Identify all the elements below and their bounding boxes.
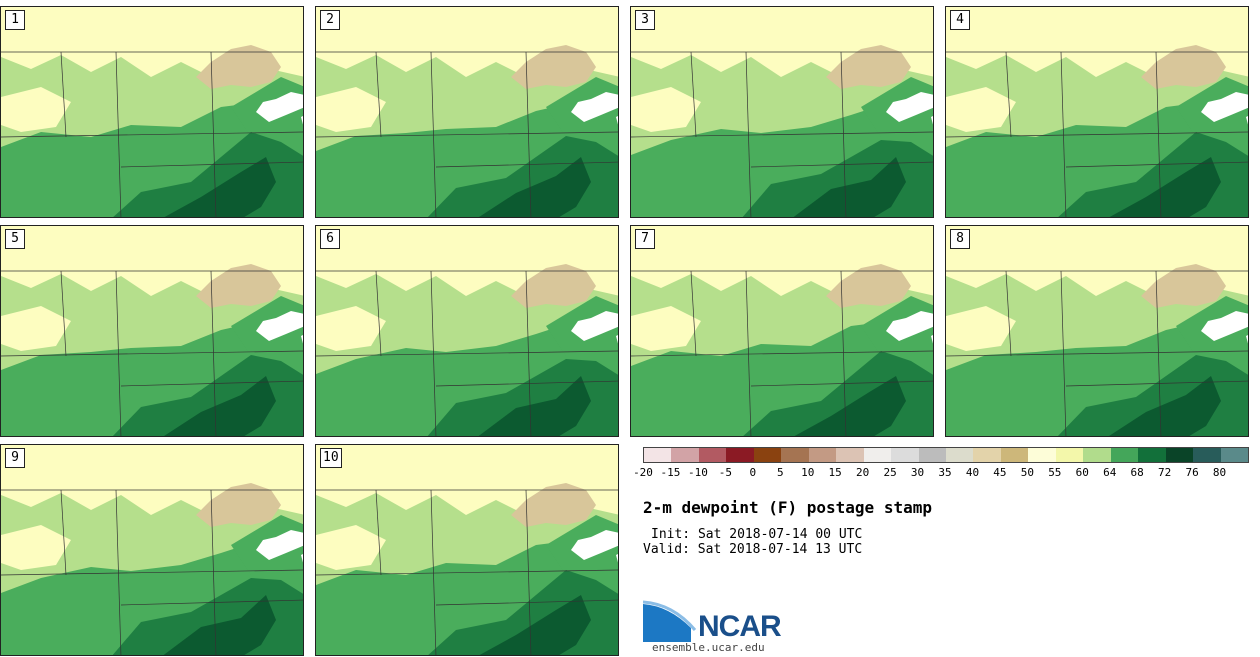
postage-stamp-panel-3: 3 (630, 6, 934, 218)
postage-stamp-panel-4: 4 (945, 6, 1249, 218)
dewpoint-map (316, 226, 618, 436)
colorbar-tick-label: 68 (1130, 466, 1144, 479)
postage-stamp-panel-9: 9 (0, 444, 304, 656)
colorbar-swatch (1138, 448, 1166, 462)
colorbar-swatch (698, 448, 727, 462)
panel-label: 7 (635, 229, 655, 249)
colorbar-swatch (726, 448, 754, 462)
dewpoint-map (316, 445, 618, 655)
colorbar-swatch (863, 448, 892, 462)
colorbar-tick-label: 80 (1212, 466, 1227, 479)
colorbar-swatch (1110, 448, 1139, 462)
colorbar-tick-label: 30 (910, 466, 925, 479)
colorbar-tick-label: 64 (1103, 466, 1117, 479)
colorbar-swatch (918, 448, 946, 462)
colorbar-tick-label: -20 (633, 466, 653, 479)
dewpoint-map (631, 226, 933, 436)
site-url: ensemble.ucar.edu (652, 641, 765, 654)
panel-label: 6 (320, 229, 340, 249)
colorbar-tick-label: 0 (749, 466, 757, 479)
colorbar-tick-label: 45 (993, 466, 1007, 479)
postage-stamp-panel-8: 8 (945, 225, 1249, 437)
dewpoint-map (1, 7, 303, 217)
dewpoint-map (316, 7, 618, 217)
colorbar-tick-label: 40 (965, 466, 980, 479)
colorbar-swatch (1028, 448, 1056, 462)
colorbar-swatch (1220, 448, 1248, 462)
postage-stamp-panel-1: 1 (0, 6, 304, 218)
ncar-logo-icon (643, 600, 697, 642)
dewpoint-map (1, 226, 303, 436)
colorbar-swatch (644, 448, 672, 462)
colorbar-tick-label: 15 (828, 466, 842, 479)
panel-label: 5 (5, 229, 25, 249)
panel-label: 2 (320, 10, 340, 30)
init-time: Init: Sat 2018-07-14 00 UTC (651, 527, 863, 542)
colorbar-ticks: -20 -15 -10 -5 0 5 10 15 20 25 30 35 40 45 50 55 60 64 68 7… (633, 466, 1247, 480)
colorbar-swatch (671, 448, 699, 462)
panel-label: 8 (950, 229, 970, 249)
colorbar-swatch (1055, 448, 1084, 462)
colorbar-tick-label: 76 (1185, 466, 1199, 479)
postage-stamp-panel-7: 7 (630, 225, 934, 437)
colorbar-swatch (1083, 448, 1111, 462)
colorbar-swatch (808, 448, 837, 462)
colorbar-tick-label: 25 (883, 466, 897, 479)
dewpoint-map (1, 445, 303, 655)
colorbar-tick-label: 20 (856, 466, 870, 479)
colorbar-tick-label: 60 (1075, 466, 1089, 479)
colorbar-tick-label: -5 (718, 466, 732, 479)
colorbar-swatch (1000, 448, 1029, 462)
postage-stamp-panel-5: 5 (0, 225, 304, 437)
colorbar (643, 447, 1249, 463)
postage-stamp-panel-10: 10 (315, 444, 619, 656)
panel-label: 4 (950, 10, 970, 30)
colorbar-tick-label: 35 (938, 466, 952, 479)
colorbar-swatch (973, 448, 1001, 462)
colorbar-tick-label: 10 (801, 466, 815, 479)
colorbar-swatch (1193, 448, 1221, 462)
panel-label: 1 (5, 10, 25, 30)
colorbar-tick-label: -15 (660, 466, 681, 479)
colorbar-tick-label: -10 (687, 466, 708, 479)
colorbar-tick-label: 50 (1020, 466, 1034, 479)
panel-label: 10 (320, 448, 342, 468)
colorbar-swatch (945, 448, 974, 462)
postage-stamp-panel-2: 2 (315, 6, 619, 218)
colorbar-swatch (781, 448, 809, 462)
dewpoint-map (631, 7, 933, 217)
ncar-logo-text: NCAR (698, 610, 782, 643)
chart-title: 2-m dewpoint (F) postage stamp (643, 498, 932, 517)
colorbar-tick-label: 72 (1158, 466, 1172, 479)
colorbar-swatch (1165, 448, 1194, 462)
colorbar-swatch (891, 448, 919, 462)
colorbar-tick-label: 55 (1048, 466, 1062, 479)
panel-label: 9 (5, 448, 25, 468)
panel-label: 3 (635, 10, 655, 30)
dewpoint-map (946, 7, 1248, 217)
valid-time: Valid: Sat 2018-07-14 13 UTC (643, 542, 863, 557)
postage-stamp-panel-6: 6 (315, 225, 619, 437)
colorbar-swatch (753, 448, 782, 462)
colorbar-swatch (836, 448, 864, 462)
colorbar-tick-label: 5 (776, 466, 784, 479)
dewpoint-map (946, 226, 1248, 436)
